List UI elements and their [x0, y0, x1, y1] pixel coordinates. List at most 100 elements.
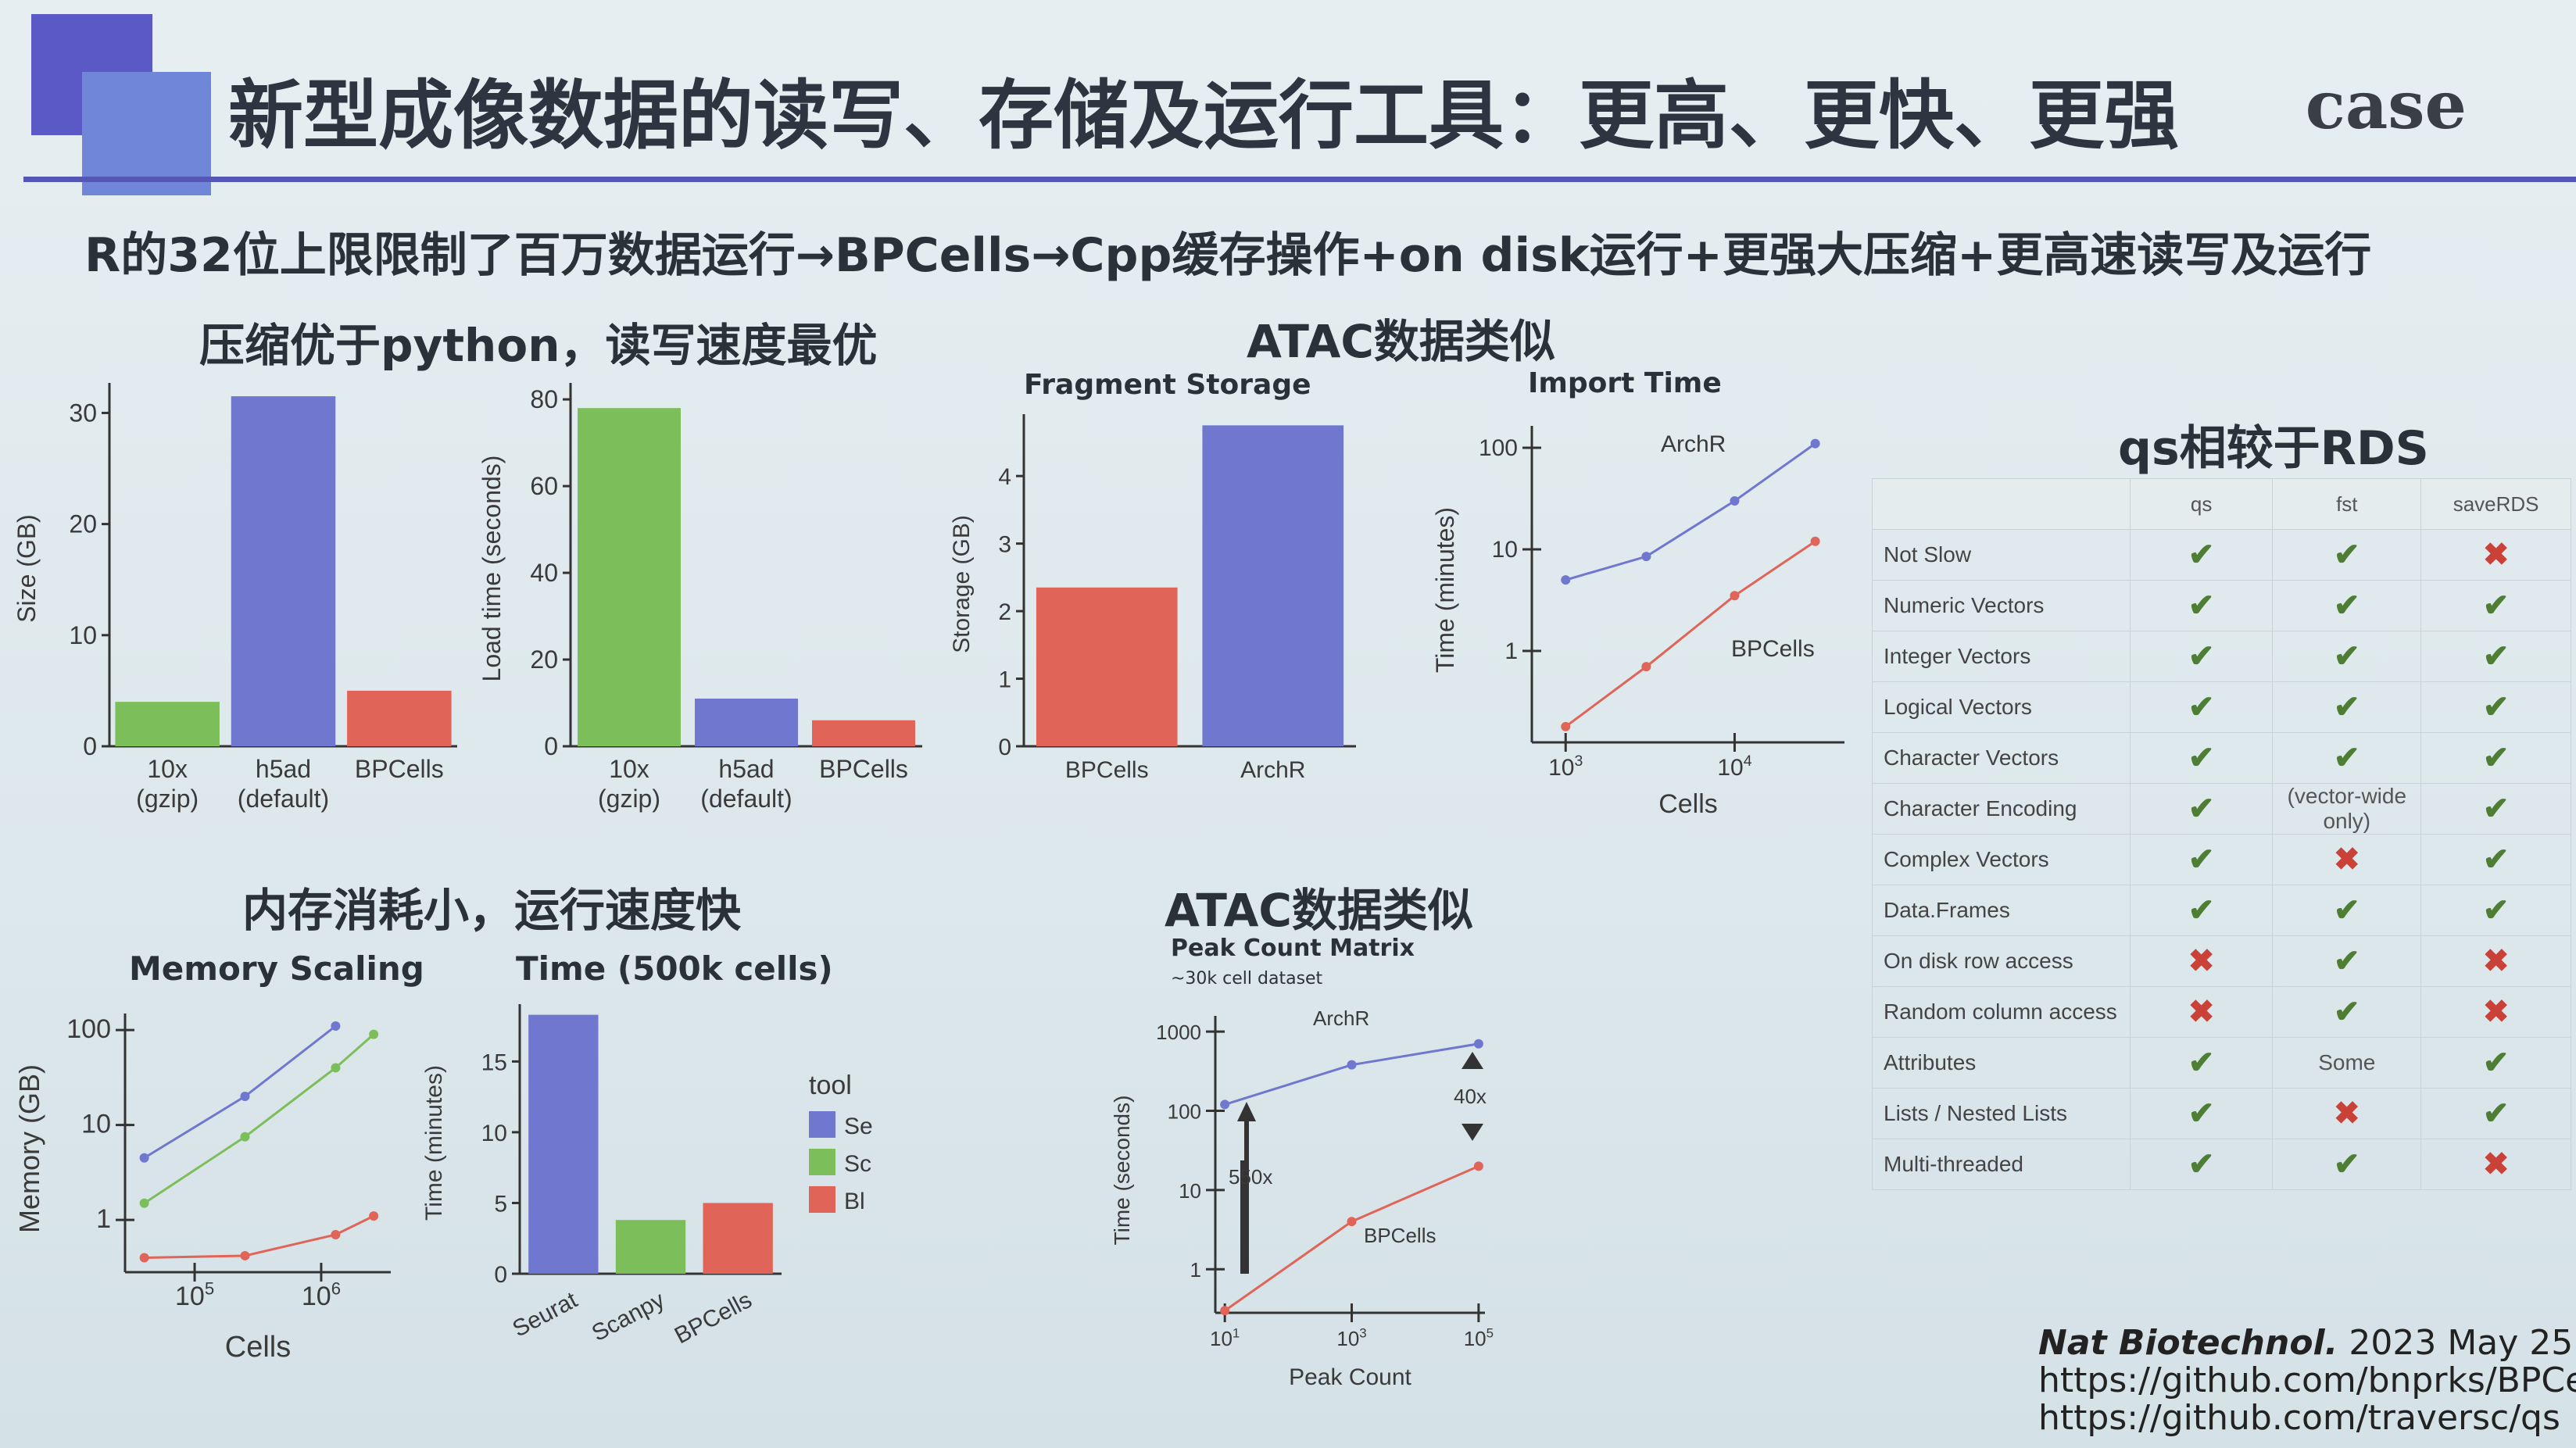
x-tick-label: ArchR	[1240, 757, 1305, 783]
y-tick-label: 100	[66, 1014, 111, 1044]
table-row-feature: On disk row access	[1872, 935, 2131, 987]
series-label: ArchR	[1661, 431, 1726, 457]
series-label: BPCells	[1731, 636, 1815, 662]
check-icon: ✔	[2272, 529, 2422, 581]
bar	[615, 1220, 686, 1274]
bar	[703, 1203, 773, 1274]
cross-icon: ✖	[2420, 986, 2571, 1038]
check-icon: ✔	[2420, 580, 2571, 631]
data-point	[1561, 575, 1571, 585]
y-tick-label: 0	[998, 735, 1011, 760]
y-tick-label: 1	[1190, 1258, 1201, 1282]
chart-import-time-line: 1 10 100 103 104 ArchR BPCells Cells Time (minut…	[1431, 426, 1844, 819]
x-tick-label: 106	[302, 1278, 341, 1311]
legend-swatch	[809, 1186, 835, 1213]
x-tick-label: (gzip)	[598, 785, 660, 813]
check-icon: ✔	[2129, 834, 2274, 885]
check-icon: ✔	[2272, 986, 2422, 1038]
x-tick-label: 101	[1210, 1326, 1240, 1350]
y-axis-label: Storage (GB)	[949, 515, 975, 653]
table-row-feature: Integer Vectors	[1872, 631, 2131, 682]
check-icon: ✔	[2129, 783, 2274, 835]
chart-loadtime-bars: 0 20 40 60 80 10x(gzip) h5ad(default) BPCells Lo…	[478, 383, 922, 813]
citation-date: 2023 May 25.	[2349, 1323, 2576, 1363]
y-tick-label: 20	[69, 510, 97, 538]
table-row-feature: Lists / Nested Lists	[1872, 1088, 2131, 1139]
arrow-40x-down	[1462, 1124, 1483, 1141]
data-point	[139, 1153, 149, 1163]
check-icon: ✔	[2272, 732, 2422, 784]
annotation-550x: 550x	[1229, 1165, 1272, 1189]
legend-swatch	[809, 1111, 835, 1138]
y-tick-label: 2	[998, 599, 1011, 625]
table-row-feature: Numeric Vectors	[1872, 580, 2131, 631]
table-row-feature: Data.Frames	[1872, 885, 2131, 936]
check-icon: ✔	[2272, 1139, 2422, 1190]
check-icon: ✔	[2420, 885, 2571, 936]
x-tick-label: (default)	[700, 785, 792, 813]
section-compression: 压缩优于python，读写速度最优	[199, 319, 878, 372]
table-row: Numeric Vectors ✔ ✔ ✔	[1872, 580, 2571, 631]
table-row-feature: Random column access	[1872, 986, 2131, 1038]
data-point	[1641, 552, 1651, 562]
bar	[115, 702, 220, 746]
y-tick-label: 10	[69, 621, 97, 649]
data-point	[1561, 721, 1571, 731]
x-tick-label: 10x	[147, 755, 188, 783]
y-axis-label: Time (seconds)	[1110, 1096, 1134, 1246]
data-point	[240, 1092, 250, 1102]
table-row-feature: Character Vectors	[1872, 732, 2131, 784]
x-tick-label: BPCells	[671, 1287, 757, 1349]
y-tick-label: 10	[1492, 537, 1518, 563]
y-axis-label: Time (minutes)	[421, 1065, 447, 1221]
y-tick-label: 30	[69, 399, 97, 427]
series-line	[1565, 540, 1816, 728]
data-point	[240, 1132, 250, 1142]
y-axis-label: Time (minutes)	[1431, 507, 1459, 673]
chart-fragment-storage-bars: 0 1 2 3 4 BPCells ArchR Storage (GB)	[949, 414, 1356, 783]
data-point	[331, 1229, 341, 1239]
data-point	[1730, 591, 1740, 601]
y-axis-label: Size (GB)	[13, 514, 41, 623]
bar	[528, 1014, 599, 1274]
check-icon: ✔	[2129, 885, 2274, 936]
series-line	[1224, 1042, 1479, 1106]
data-point	[1730, 495, 1740, 506]
x-tick-label: 103	[1548, 753, 1583, 781]
cross-icon: ✖	[2129, 935, 2274, 987]
data-point	[331, 1063, 341, 1073]
check-icon: ✔	[2129, 1037, 2274, 1089]
x-tick-label: (default)	[238, 785, 329, 813]
y-tick-label: 15	[481, 1049, 507, 1075]
x-tick-label: BPCells	[819, 755, 908, 783]
check-icon: ✔	[2420, 631, 2571, 682]
data-point	[1641, 662, 1651, 672]
cross-icon: ✖	[2272, 1088, 2422, 1139]
table-row: Character Encoding ✔ (vector-wide only) ✔	[1872, 783, 2571, 835]
data-point	[1473, 1161, 1483, 1171]
series-line	[1565, 442, 1816, 581]
chart-peak-count-line: 1 10 100 1000 101 103 105 ArchR BPCells Peak Coun…	[1110, 1006, 1494, 1390]
chart-title-fragment-storage: Fragment Storage	[1024, 369, 1311, 401]
bar	[1036, 587, 1178, 746]
legend-label: Sc	[844, 1151, 871, 1177]
data-point	[139, 1198, 149, 1208]
link-bpcells[interactable]: https://github.com/bnprks/BPCells	[2038, 1360, 2576, 1400]
x-axis-label: Cells	[225, 1331, 291, 1364]
y-axis-label: Memory (GB)	[13, 1064, 45, 1233]
data-point	[1347, 1217, 1357, 1227]
chart-time-500k-bars: 0 5 10 15 Seurat Scanpy BPCells Time (minutes) t…	[421, 1004, 873, 1349]
table-header-col: qs	[2129, 478, 2274, 530]
bar	[1202, 425, 1344, 746]
legend-label: Se	[844, 1114, 873, 1139]
table-row: Logical Vectors ✔ ✔ ✔	[1872, 681, 2571, 733]
data-point	[1473, 1039, 1483, 1049]
link-qs[interactable]: https://github.com/traversc/qs	[2038, 1398, 2560, 1438]
y-tick-label: 10	[481, 1121, 507, 1146]
check-icon: ✔	[2420, 783, 2571, 835]
bar	[347, 690, 452, 746]
annotation-40x: 40x	[1454, 1085, 1487, 1108]
check-icon: ✔	[2272, 631, 2422, 682]
y-tick-label: 0	[544, 732, 558, 760]
